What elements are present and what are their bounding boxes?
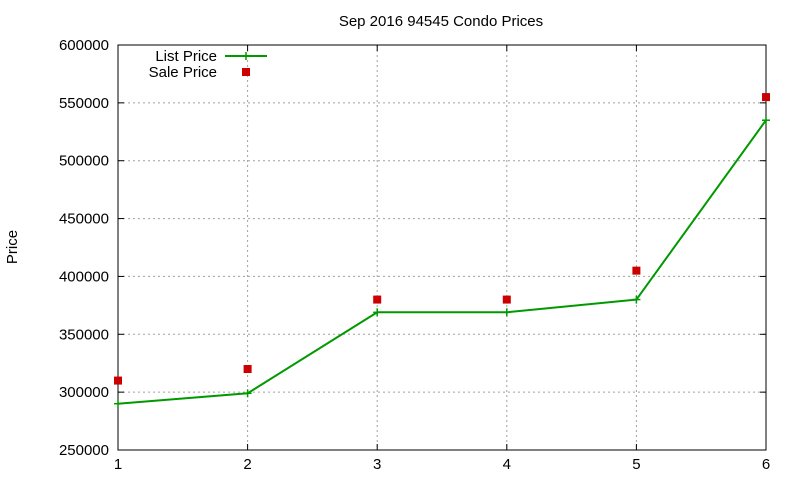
y-tick-label: 400000 xyxy=(59,268,109,285)
x-tick-label: 6 xyxy=(762,456,770,473)
y-tick-label: 500000 xyxy=(59,153,109,170)
y-tick-label: 350000 xyxy=(59,326,109,343)
legend-marker-list-price xyxy=(242,52,250,60)
x-tick-label: 1 xyxy=(114,456,122,473)
tick-layer: 250000 300000 350000 400000 450000 500000 5500… xyxy=(59,37,770,473)
sale-price-point xyxy=(373,295,382,304)
list-price-point xyxy=(762,116,770,125)
list-price-point xyxy=(243,389,252,398)
sale-price-point xyxy=(632,266,641,275)
x-tick-label: 3 xyxy=(373,456,381,473)
list-price-point xyxy=(114,399,122,408)
y-tick-label: 250000 xyxy=(59,442,109,459)
y-tick-label: 450000 xyxy=(59,211,109,228)
legend-marker-sale-price xyxy=(242,68,250,76)
x-tick-label: 2 xyxy=(243,456,251,473)
list-price-point xyxy=(632,295,641,304)
legend-label-list-price: List Price xyxy=(155,48,217,65)
y-axis-label: Price xyxy=(4,230,21,264)
plot-frame xyxy=(117,44,767,451)
sale-price-point xyxy=(114,376,122,385)
x-tick-label: 5 xyxy=(632,456,640,473)
series-layer xyxy=(114,93,770,408)
sale-price-point xyxy=(502,295,511,304)
x-tick-label: 4 xyxy=(503,456,511,473)
y-tick-label: 600000 xyxy=(59,37,109,54)
y-tick-label: 550000 xyxy=(59,95,109,112)
list-price-line xyxy=(117,119,767,405)
legend-label-sale-price: Sale Price xyxy=(149,64,217,81)
y-tick-label: 300000 xyxy=(59,384,109,401)
sale-price-point xyxy=(243,365,252,373)
list-price-point xyxy=(373,308,382,317)
grid-layer xyxy=(118,45,766,450)
chart-title: Sep 2016 94545 Condo Prices xyxy=(339,13,543,30)
list-price-point xyxy=(502,308,511,317)
sale-price-point xyxy=(762,93,770,102)
